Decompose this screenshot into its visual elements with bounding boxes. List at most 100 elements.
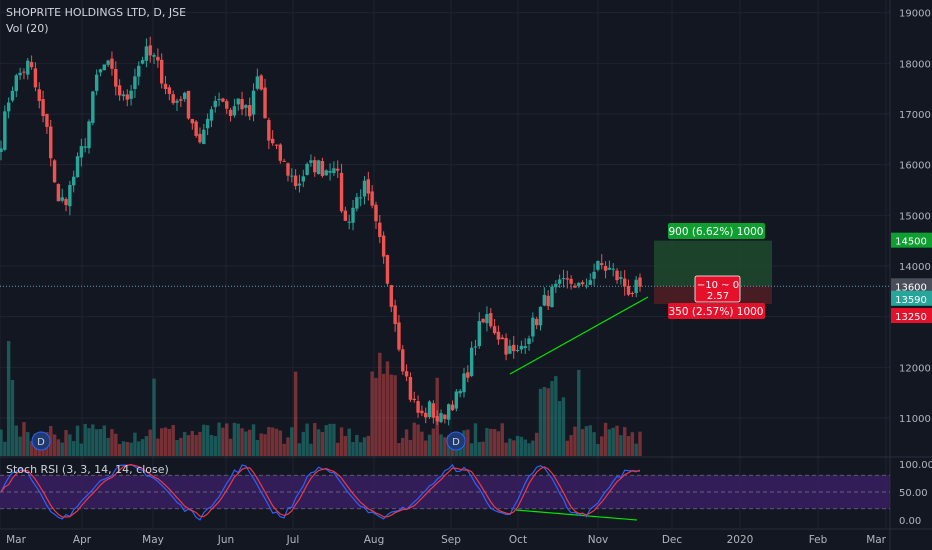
volume-bar bbox=[194, 435, 198, 456]
volume-bar bbox=[255, 439, 260, 456]
candle-body bbox=[290, 175, 294, 177]
candle-body bbox=[83, 146, 87, 148]
candle-body bbox=[554, 283, 558, 288]
candle-body bbox=[3, 111, 7, 150]
stoch-rsi-pane bbox=[0, 463, 890, 521]
candle-body bbox=[91, 91, 95, 123]
center-label-box bbox=[694, 275, 741, 303]
candle-body bbox=[557, 279, 562, 284]
candle-body bbox=[504, 338, 508, 355]
volume-bar bbox=[6, 341, 11, 456]
candle-body bbox=[106, 60, 110, 65]
candle-body bbox=[14, 75, 19, 92]
volume-bar bbox=[489, 428, 493, 456]
candle-body bbox=[293, 175, 298, 187]
volume-bar bbox=[305, 423, 309, 456]
time-tick-label: Aug bbox=[364, 534, 385, 546]
volume-bar bbox=[3, 441, 7, 456]
candle-body bbox=[622, 278, 627, 287]
volume-bar bbox=[121, 441, 126, 456]
volume-bar bbox=[167, 429, 172, 456]
volume-bar bbox=[102, 425, 107, 456]
candle-body bbox=[500, 337, 504, 340]
volume-bar bbox=[52, 434, 57, 456]
volume-bar bbox=[600, 436, 604, 456]
volume-bar bbox=[550, 381, 554, 456]
volume-bar bbox=[619, 435, 623, 456]
stop-label: 350 (2.57%) 1000 bbox=[669, 306, 764, 318]
candle-body bbox=[619, 277, 623, 279]
volume-bar bbox=[106, 437, 110, 456]
volume-bar bbox=[309, 443, 313, 456]
candle-body bbox=[424, 412, 428, 418]
volume-bar bbox=[420, 431, 424, 456]
candle-body bbox=[611, 268, 615, 270]
candle-body bbox=[603, 266, 608, 271]
candle-body bbox=[129, 90, 133, 99]
volume-bar bbox=[144, 436, 149, 456]
volume-bar bbox=[282, 443, 286, 456]
volume-bar bbox=[156, 438, 160, 456]
volume-bar bbox=[137, 441, 141, 456]
candle-body bbox=[565, 278, 569, 280]
price-tick-label: 11000 bbox=[899, 414, 931, 425]
volume-bar bbox=[554, 376, 558, 456]
candle-body bbox=[225, 101, 229, 109]
candle-body bbox=[26, 60, 30, 75]
price-tick-label: 18000 bbox=[899, 59, 931, 70]
candle-body bbox=[182, 92, 187, 100]
time-tick-label: Nov bbox=[588, 534, 609, 546]
position-tool[interactable]: 900 (6.62%) 1000 350 (2.57%) 1000 −10 ~ 02… bbox=[0, 223, 890, 319]
volume-bar bbox=[182, 431, 187, 456]
volume-bar bbox=[408, 439, 413, 456]
stoch-k-line bbox=[0, 463, 641, 521]
candle-body bbox=[320, 161, 325, 176]
symbol-legend[interactable]: SHOPRITE HOLDINGS LTD, D, JSE bbox=[6, 6, 187, 19]
volume-bar bbox=[378, 352, 382, 456]
volume-bar bbox=[531, 440, 535, 456]
center-label-line1: −10 ~ 0 bbox=[697, 280, 739, 291]
volume-bar bbox=[175, 440, 179, 456]
volume-bar bbox=[114, 433, 118, 456]
volume-bar bbox=[573, 426, 577, 456]
stoch-rsi-legend[interactable]: Stoch RSI (3, 3, 14, 14, close) bbox=[6, 463, 169, 476]
candle-body bbox=[332, 168, 336, 174]
volume-bar bbox=[232, 422, 237, 456]
volume-bar bbox=[94, 429, 99, 456]
candle-body bbox=[144, 46, 149, 61]
candle-body bbox=[435, 416, 439, 422]
axes: 1900018000170001600015000140001300012000… bbox=[6, 9, 932, 546]
trendlines[interactable] bbox=[509, 296, 649, 521]
candle-body bbox=[45, 113, 49, 127]
volume-bar bbox=[515, 435, 520, 456]
volume-bar bbox=[355, 434, 359, 456]
volume-legend[interactable]: Vol (20) bbox=[6, 22, 49, 35]
candle-body bbox=[29, 62, 34, 68]
volume-bar bbox=[267, 427, 271, 456]
candle-body bbox=[98, 69, 103, 73]
volume-bar bbox=[190, 430, 195, 456]
candle-body bbox=[297, 183, 302, 186]
candle-body bbox=[259, 75, 263, 90]
volume-bar bbox=[60, 442, 64, 456]
volume-bar bbox=[580, 429, 585, 456]
candle-body bbox=[167, 87, 172, 94]
stoch-d-line bbox=[0, 464, 641, 518]
volume-bar bbox=[117, 443, 122, 456]
candle-body bbox=[194, 121, 198, 136]
candle-body bbox=[244, 105, 248, 108]
candle-body bbox=[117, 85, 122, 96]
candle-body bbox=[584, 285, 589, 287]
volume-bar bbox=[270, 427, 275, 456]
candle-body bbox=[519, 345, 524, 350]
candle-body bbox=[121, 94, 126, 97]
price-tick-label: 19000 bbox=[899, 9, 931, 20]
current-price-badge: 13600 bbox=[895, 282, 927, 293]
volume-bar bbox=[29, 441, 34, 456]
candle-body bbox=[286, 163, 290, 176]
volume-bar bbox=[274, 428, 279, 456]
candle-body bbox=[358, 197, 363, 199]
